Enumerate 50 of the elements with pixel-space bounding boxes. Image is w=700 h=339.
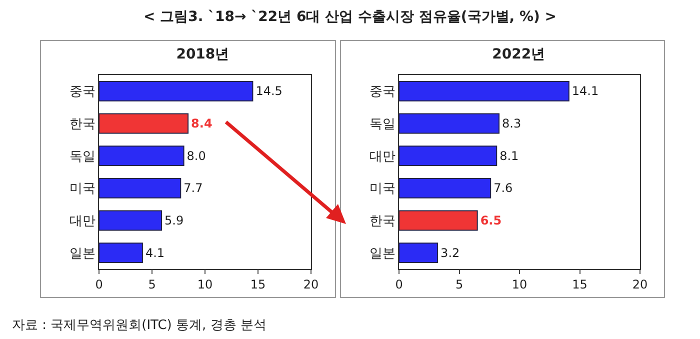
data-label: 8.3: [502, 116, 522, 130]
bar: [99, 242, 143, 264]
data-label: 8.4: [191, 116, 212, 130]
bar: [99, 146, 184, 166]
x-tick-label: 0: [95, 277, 103, 292]
y-tick-label: 중국: [369, 84, 396, 100]
data-label: 7.7: [184, 181, 203, 196]
data-label: 14.1: [572, 84, 599, 98]
data-label: 5.9: [164, 214, 184, 228]
bar: [399, 80, 570, 102]
chart-title: 2022년: [492, 46, 546, 62]
data-label: 6.5: [480, 214, 502, 228]
y-tick-label: 한국: [369, 214, 396, 230]
bar: [399, 242, 438, 264]
bar: [399, 113, 500, 134]
text: 자료 : 국제무역위원회(ITC) 통계, 경총 분석: [12, 317, 266, 334]
text: < 그림3. `18→ `22년 6대 산업 수출시장 점유율(국가별, %) >: [142, 8, 558, 26]
y-tick-label: 일본: [69, 246, 96, 262]
y-tick-label: 독일: [369, 117, 396, 132]
y-tick-label: 대만: [69, 214, 96, 230]
y-tick-label: 일본: [369, 246, 396, 262]
bar: [399, 178, 492, 198]
y-tick-label: 한국: [69, 117, 96, 132]
x-tick-label: 5: [148, 277, 156, 292]
x-tick-label: 10: [197, 277, 213, 292]
y-tick-label: 독일: [69, 149, 96, 164]
chart-title: 2018년: [176, 46, 230, 62]
bar: [399, 210, 478, 231]
bar: [99, 80, 254, 102]
x-tick-label: 10: [512, 277, 528, 292]
bar: [99, 210, 162, 231]
data-label: 8.1: [500, 148, 519, 163]
y-tick-label: 중국: [69, 84, 96, 100]
x-tick-label: 20: [303, 277, 319, 292]
y-tick-label: 미국: [369, 182, 396, 197]
bar: [399, 146, 498, 166]
x-tick-label: 15: [572, 277, 588, 292]
x-tick-label: 5: [455, 277, 464, 292]
x-tick-label: 15: [250, 277, 266, 292]
data-label: 8.0: [186, 148, 206, 163]
data-label: 4.1: [145, 246, 165, 260]
data-label: 14.5: [256, 84, 282, 98]
data-label: 7.6: [494, 181, 513, 196]
bar: [99, 178, 182, 198]
data-label: 3.2: [440, 246, 460, 260]
x-tick-label: 0: [395, 277, 403, 292]
y-tick-label: 대만: [369, 149, 396, 164]
bar: [99, 113, 189, 134]
x-tick-label: 20: [632, 277, 648, 292]
y-tick-label: 미국: [69, 182, 96, 197]
